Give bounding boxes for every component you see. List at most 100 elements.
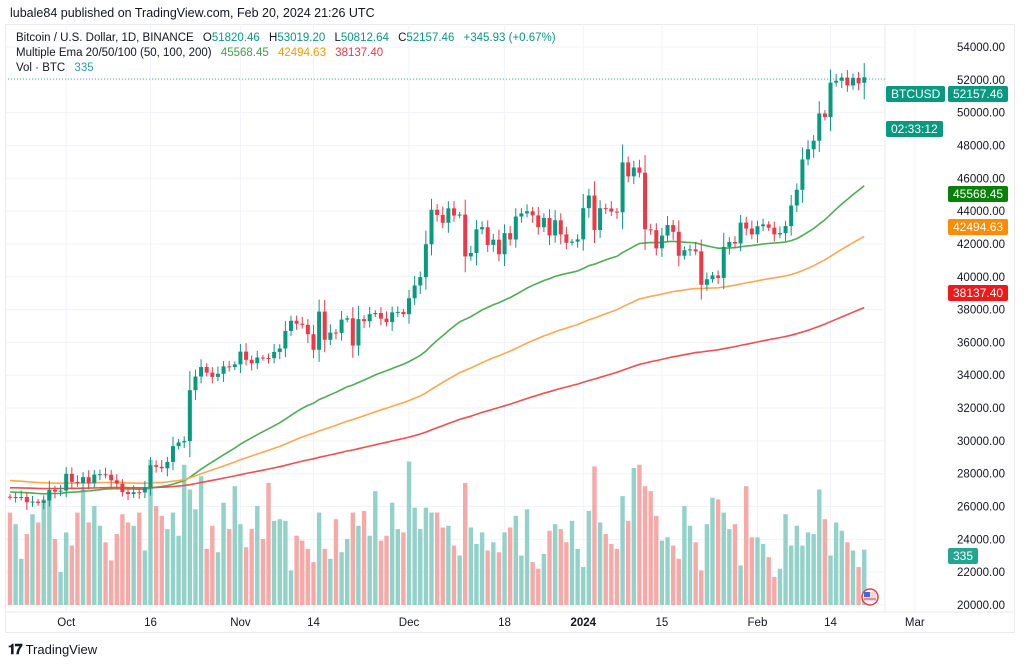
- volume-bar: [575, 548, 580, 605]
- volume-bar: [356, 525, 361, 605]
- candle: [176, 438, 181, 450]
- volume-bar: [35, 522, 41, 605]
- candle: [142, 480, 147, 499]
- volume-bar: [193, 509, 198, 605]
- candle-body: [710, 275, 715, 280]
- candle: [378, 307, 383, 326]
- candle-body: [721, 246, 726, 278]
- candle: [182, 436, 187, 449]
- candle-body: [289, 320, 293, 331]
- candle: [659, 227, 664, 257]
- volume-bar: [637, 464, 642, 605]
- flag-icon[interactable]: [861, 588, 879, 606]
- volume-bar: [92, 506, 97, 605]
- candle: [693, 242, 698, 256]
- candle-body: [682, 250, 687, 256]
- volume-bar: [30, 514, 35, 605]
- candle-body: [738, 222, 743, 244]
- footer: 𝟏𝟕 TradingView: [8, 641, 97, 658]
- candle: [92, 469, 97, 488]
- volume-bar: [277, 519, 282, 605]
- y-tick-label: 38000.00: [957, 305, 1005, 317]
- volume-bar: [530, 562, 535, 605]
- volume-bar: [210, 525, 215, 605]
- volume-bar: [69, 545, 75, 605]
- volume-badge: 335: [948, 548, 979, 564]
- candle-body: [496, 239, 501, 255]
- candle-body: [356, 319, 361, 346]
- candle: [485, 220, 490, 252]
- open-value: 51820.46: [211, 32, 260, 44]
- volume-bar: [856, 567, 861, 605]
- candle: [586, 188, 591, 218]
- candle-body: [474, 229, 479, 253]
- candle: [440, 206, 445, 229]
- candle: [468, 245, 473, 261]
- volume-bar: [592, 466, 597, 605]
- candle-body: [468, 252, 473, 257]
- candle: [592, 181, 597, 244]
- candle-body: [232, 364, 237, 368]
- candle-body: [581, 208, 586, 240]
- candle: [283, 321, 288, 358]
- volume-bar: [243, 547, 249, 605]
- volume-bar: [749, 537, 755, 605]
- ema-lines: [9, 185, 865, 495]
- candle: [300, 317, 305, 329]
- volume-bar: [153, 506, 159, 605]
- open-label: O: [202, 32, 212, 44]
- candle-body: [699, 251, 704, 285]
- candle-body: [834, 80, 839, 83]
- volume-bar: [772, 576, 777, 605]
- candle: [513, 208, 518, 248]
- candle: [614, 207, 619, 219]
- candle: [727, 237, 732, 255]
- volume-bar: [682, 506, 687, 605]
- candle: [423, 230, 428, 290]
- volume-bar: [305, 548, 311, 605]
- volume-bar: [524, 509, 530, 605]
- candle-body: [255, 357, 260, 364]
- candle-body: [783, 226, 788, 234]
- publisher-line: lubale84 published on TradingView.com, F…: [10, 6, 375, 20]
- volume-bar: [19, 558, 24, 605]
- close-value: 52157.46: [406, 32, 455, 44]
- candle: [41, 495, 46, 509]
- y-tick-label: 54000.00: [957, 42, 1005, 54]
- candle-body: [142, 487, 147, 493]
- candle-body: [536, 215, 541, 228]
- volume-bar: [52, 539, 58, 605]
- candle: [474, 219, 479, 266]
- volume-bar: [395, 529, 400, 605]
- candle-body: [693, 249, 698, 252]
- candle: [165, 456, 170, 477]
- candle-body: [851, 77, 855, 86]
- y-tick-label: 32000.00: [957, 403, 1005, 415]
- candle-body: [761, 224, 766, 227]
- candle-body: [839, 77, 844, 81]
- candle-body: [547, 218, 552, 236]
- candle-body: [277, 348, 282, 352]
- candle-body: [794, 189, 799, 206]
- candle: [120, 479, 125, 497]
- volume-bar: [817, 489, 822, 605]
- ema-title: Multiple Ema 20/50/100 (50, 100, 200): [16, 47, 212, 59]
- candle: [676, 220, 681, 267]
- candle: [64, 467, 69, 498]
- candle-body: [648, 229, 653, 231]
- candle-body: [333, 332, 338, 334]
- footer-brand: TradingView: [25, 642, 98, 657]
- volume-bar: [721, 512, 726, 605]
- candle: [704, 272, 709, 291]
- candle-body: [598, 208, 603, 230]
- volume-bar: [97, 525, 103, 605]
- candle: [75, 475, 80, 487]
- volume-bar: [378, 540, 384, 605]
- candle: [558, 213, 563, 245]
- y-tick-label: 34000.00: [957, 370, 1005, 382]
- volume-bar: [137, 512, 142, 605]
- candle-body: [272, 351, 277, 359]
- candle: [429, 198, 434, 256]
- candle: [766, 221, 771, 231]
